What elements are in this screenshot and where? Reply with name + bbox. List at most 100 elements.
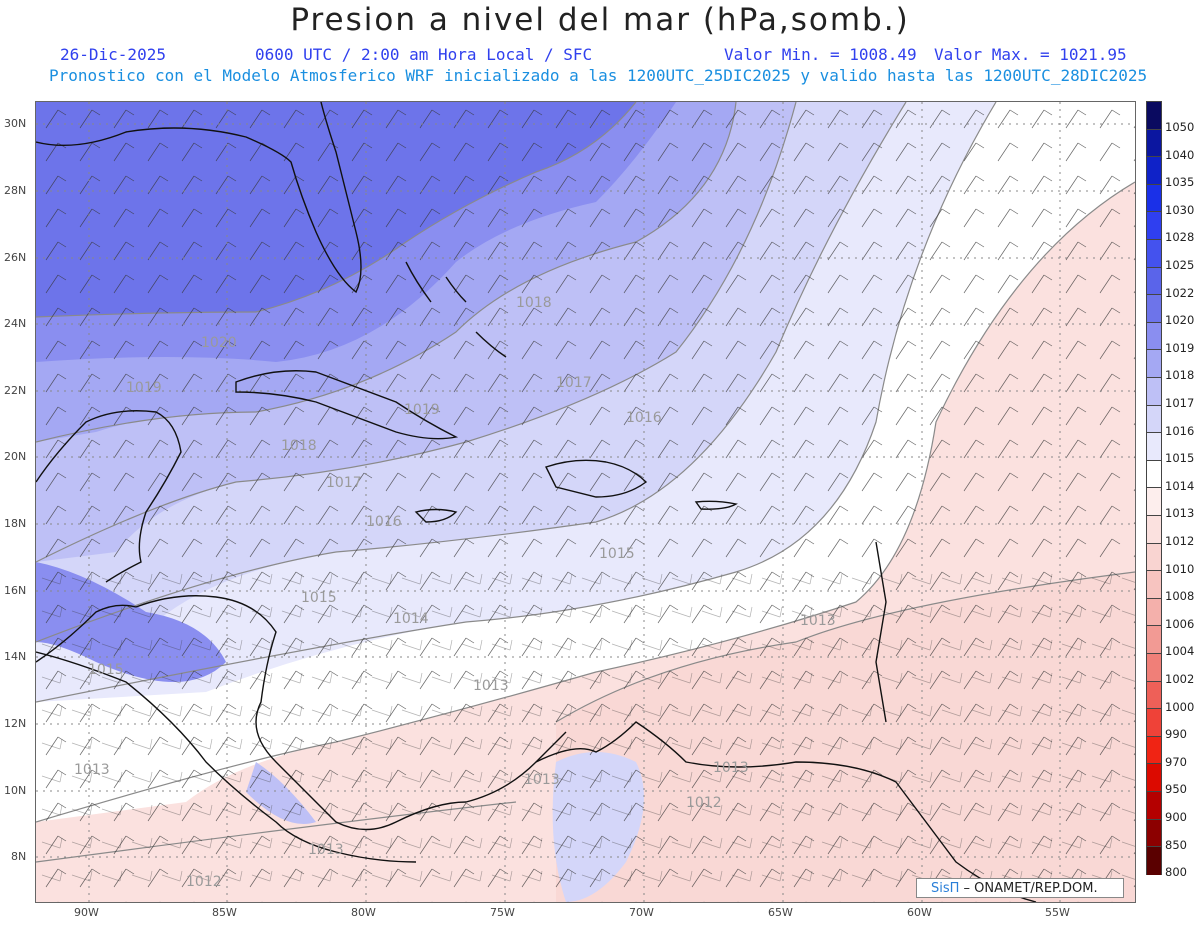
lat-label: 18N xyxy=(4,517,27,530)
contour-label: 1013 xyxy=(308,842,344,858)
colorbar-swatch xyxy=(1146,680,1162,710)
colorbar-level-label: 950 xyxy=(1165,782,1187,797)
lat-label: 16N xyxy=(4,584,27,597)
colorbar-level-label: 1004 xyxy=(1165,644,1195,659)
colorbar-swatch xyxy=(1146,156,1162,185)
contour-label: 1014 xyxy=(393,611,429,627)
lat-label: 8N xyxy=(11,850,27,863)
contour-label: 1013 xyxy=(713,760,749,776)
lat-label: 14N xyxy=(4,650,27,663)
contour-label: 1018 xyxy=(281,438,317,454)
contour-label: 1013 xyxy=(524,772,560,788)
colorbar-level-label: 1010 xyxy=(1165,561,1195,576)
contour-label: 1020 xyxy=(201,335,237,351)
contour-label: 1015 xyxy=(301,590,337,606)
colorbar-level-label: 1030 xyxy=(1165,202,1195,217)
colorbar-swatch xyxy=(1146,763,1162,792)
colorbar-level-label: 970 xyxy=(1165,754,1187,769)
lat-label: 12N xyxy=(4,717,27,730)
colorbar-level-label: 1008 xyxy=(1165,589,1195,604)
lat-label: 24N xyxy=(4,317,27,330)
colorbar-level-label: 1015 xyxy=(1165,451,1195,466)
map-title: Presion a nivel del mar (hPa,somb.) xyxy=(290,2,910,38)
colorbar-level-label: 990 xyxy=(1165,727,1187,742)
contour-label: 1016 xyxy=(366,514,402,530)
time-info: 0600 UTC / 2:00 am Hora Local / SFC xyxy=(255,45,593,64)
contour-label: 1019 xyxy=(404,402,440,418)
colorbar-level-label: 1028 xyxy=(1165,230,1195,245)
lon-label: 65W xyxy=(768,906,793,919)
colorbar-swatch xyxy=(1146,597,1162,627)
colorbar-swatch xyxy=(1146,101,1162,130)
colorbar-swatch xyxy=(1146,846,1162,875)
colorbar-swatch xyxy=(1146,459,1162,489)
lat-label: 10N xyxy=(4,784,27,797)
colorbar-level-label: 1019 xyxy=(1165,340,1195,355)
contour-label: 1013 xyxy=(473,678,509,694)
colorbar-swatch xyxy=(1146,183,1162,213)
colorbar-swatch xyxy=(1146,515,1162,544)
contour-label: 1015 xyxy=(599,546,635,562)
contour-label: 1016 xyxy=(626,410,662,426)
colorbar-swatch xyxy=(1146,128,1162,158)
lat-label: 20N xyxy=(4,450,27,463)
lat-label: 22N xyxy=(4,384,27,397)
contour-label: 1017 xyxy=(556,375,592,391)
colorbar-level-label: 900 xyxy=(1165,810,1187,824)
colorbar-level-label: 1012 xyxy=(1165,534,1195,548)
colorbar-swatch xyxy=(1146,239,1162,268)
contour-label: 1018 xyxy=(516,295,552,311)
colorbar-level-label: 1040 xyxy=(1165,147,1195,162)
lon-label: 75W xyxy=(490,906,515,919)
colorbar-level-label: 1050 xyxy=(1165,120,1195,134)
colorbar-swatch xyxy=(1146,653,1162,682)
colorbar-swatch xyxy=(1146,432,1162,461)
contour-label: 1013 xyxy=(74,762,110,778)
lon-label: 55W xyxy=(1045,906,1070,919)
colorbar-swatch xyxy=(1146,377,1162,406)
colorbar-swatch xyxy=(1146,349,1162,378)
contour-label: 1013 xyxy=(800,613,836,629)
colorbar-level-label: 800 xyxy=(1165,865,1187,880)
colorbar-swatch xyxy=(1146,404,1162,434)
pressure-map: 1020 1019 1018 1018 1017 1017 1016 1016 … xyxy=(35,101,1136,903)
lon-label: 80W xyxy=(351,906,376,919)
colorbar-level-label: 1018 xyxy=(1165,368,1195,383)
colorbar-swatch xyxy=(1146,266,1162,296)
colorbar-level-label: 1017 xyxy=(1165,396,1195,410)
colorbar-level-label: 1013 xyxy=(1165,506,1195,521)
lon-label: 60W xyxy=(907,906,932,919)
colorbar-level-label: 1000 xyxy=(1165,699,1195,714)
contour-label: 1012 xyxy=(186,874,222,890)
colorbar-level-label: 1035 xyxy=(1165,175,1195,190)
colorbar-swatch xyxy=(1146,791,1162,820)
colorbar-swatch xyxy=(1146,570,1162,599)
credit-text: – ONAMET/REP.DOM. xyxy=(959,881,1098,896)
credit-badge: SisΠ – ONAMET/REP.DOM. xyxy=(916,878,1124,898)
colorbar-level-label: 1016 xyxy=(1165,423,1195,438)
colorbar-swatch xyxy=(1146,294,1162,323)
lat-label: 28N xyxy=(4,184,27,197)
min-value: Valor Min. = 1008.49 xyxy=(724,45,917,64)
colorbar-swatch xyxy=(1146,708,1162,737)
colorbar-level-label: 1014 xyxy=(1165,478,1195,493)
lon-label: 85W xyxy=(212,906,237,919)
max-value: Valor Max. = 1021.95 xyxy=(934,45,1127,64)
lon-label: 70W xyxy=(629,906,654,919)
colorbar-swatch xyxy=(1146,625,1162,654)
colorbar-swatch xyxy=(1146,735,1162,765)
colorbar-level-label: 1025 xyxy=(1165,258,1195,272)
contour-label: 1012 xyxy=(686,795,722,811)
contour-label: 1015 xyxy=(88,662,124,678)
model-info: Pronostico con el Modelo Atmosferico WRF… xyxy=(49,66,1148,85)
colorbar-swatch xyxy=(1146,542,1162,572)
colorbar-swatch xyxy=(1146,211,1162,240)
colorbar-swatch xyxy=(1146,321,1162,351)
contour-label: 1017 xyxy=(326,475,362,491)
colorbar-swatch xyxy=(1146,487,1162,516)
lon-label: 90W xyxy=(74,906,99,919)
contour-label: 1019 xyxy=(126,380,162,396)
sis-logo: SisΠ xyxy=(931,881,960,896)
lat-label: 26N xyxy=(4,251,27,264)
colorbar-level-label: 1022 xyxy=(1165,285,1195,300)
